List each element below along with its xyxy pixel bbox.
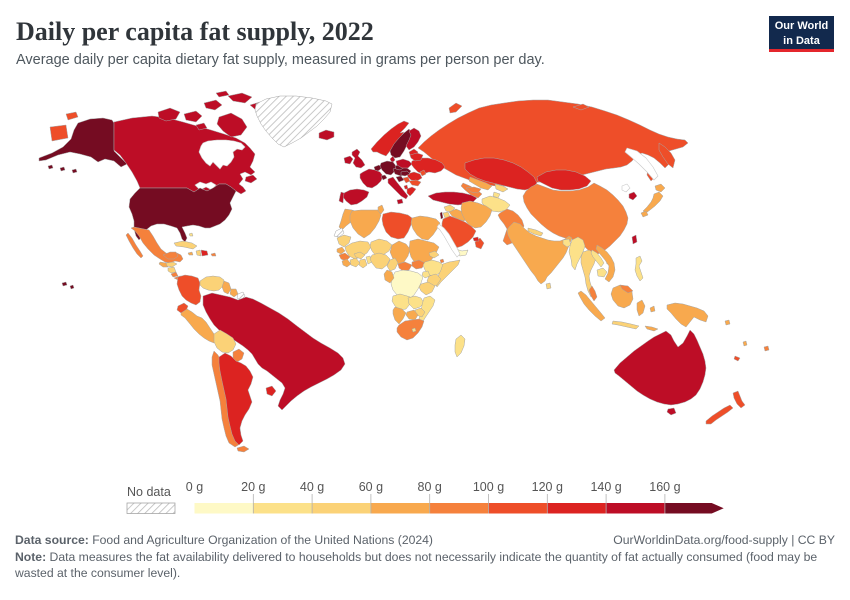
svg-text:0 g: 0 g bbox=[186, 480, 203, 494]
svg-text:100 g: 100 g bbox=[473, 480, 504, 494]
svg-text:140 g: 140 g bbox=[590, 480, 621, 494]
svg-text:80 g: 80 g bbox=[418, 480, 442, 494]
svg-text:60 g: 60 g bbox=[359, 480, 383, 494]
svg-text:160 g: 160 g bbox=[649, 480, 680, 494]
svg-text:40 g: 40 g bbox=[300, 480, 324, 494]
svg-text:120 g: 120 g bbox=[532, 480, 563, 494]
svg-text:20 g: 20 g bbox=[241, 480, 265, 494]
svg-text:No data: No data bbox=[127, 485, 171, 499]
